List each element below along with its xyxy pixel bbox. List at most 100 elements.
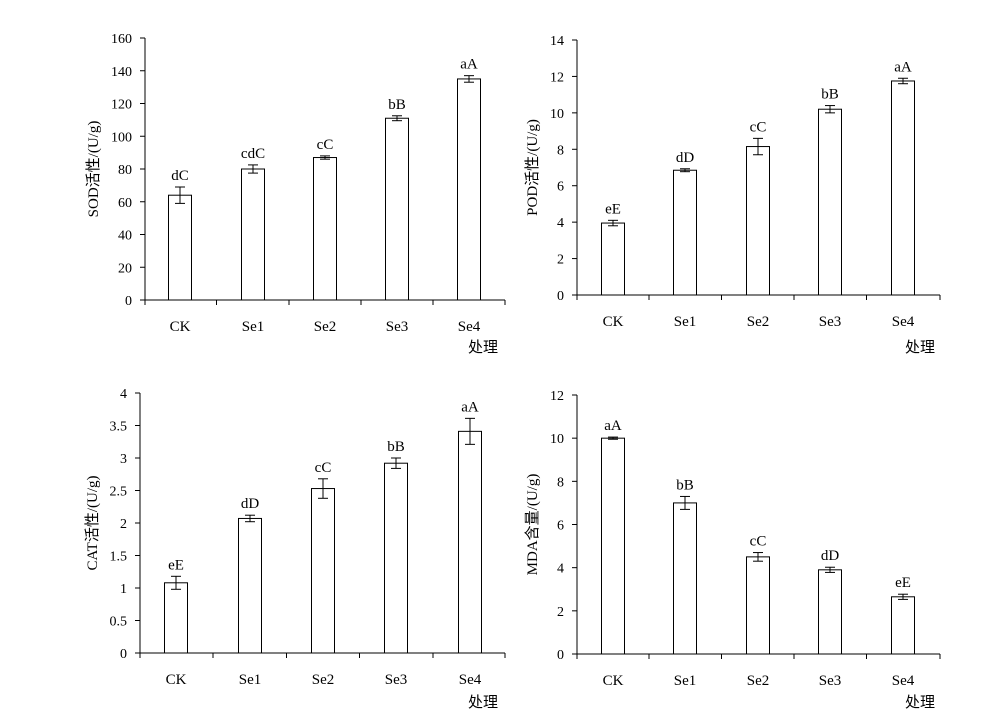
y-tick-label: 0 [125, 294, 132, 309]
y-tick-label: 140 [111, 65, 132, 80]
significance-label: aA [461, 399, 479, 415]
bar [601, 437, 625, 655]
significance-label: eE [605, 201, 621, 217]
bar [168, 194, 192, 301]
bar [891, 596, 915, 655]
mda-chart: 0 2 4 6 8 10 12 MDA含量/(U/g) aA CK bB Se1 cC Se2 dD Se3 e… [524, 389, 941, 711]
significance-label: eE [168, 557, 184, 573]
significance-label: aA [894, 59, 912, 75]
x-tick-label: Se3 [819, 314, 842, 330]
bar [818, 569, 842, 655]
y-tick-label: 2 [120, 517, 127, 532]
x-tick-label: Se1 [674, 314, 697, 330]
y-tick-label: 0 [120, 647, 127, 662]
bar [238, 517, 262, 654]
y-tick-label: 6 [557, 180, 564, 195]
x-tick-label: Se2 [312, 672, 335, 688]
significance-label: bB [388, 97, 406, 113]
y-tick-label: 6 [557, 519, 564, 534]
cat-chart: 0 0.5 1 1.5 2 2.5 3 3.5 4 CAT活性/(U/g) eE CK dD Se1 cC S… [84, 387, 506, 711]
y-tick-label: 160 [111, 32, 132, 47]
y-tick-label: 2 [557, 253, 564, 268]
significance-label: eE [895, 575, 911, 591]
y-tick-label: 0 [557, 289, 564, 304]
bar [241, 168, 265, 301]
significance-label: cC [750, 119, 767, 135]
bar [384, 462, 408, 654]
bar [458, 430, 482, 654]
significance-label: bB [676, 477, 694, 493]
x-tick-label: Se4 [892, 314, 915, 330]
x-tick-label: Se2 [747, 673, 770, 689]
x-tick-label: Se3 [819, 673, 842, 689]
bar [673, 502, 697, 655]
x-axis-label: 处理 [905, 339, 935, 356]
significance-label: cdC [241, 146, 265, 162]
significance-label: dD [676, 150, 695, 166]
significance-label: bB [387, 439, 405, 455]
y-tick-label: 0.5 [110, 615, 128, 630]
x-tick-label: Se4 [459, 672, 482, 688]
y-tick-label: 10 [550, 107, 564, 122]
x-axis-label: 处理 [468, 694, 498, 711]
x-tick-label: Se4 [892, 673, 915, 689]
y-tick-label: 0 [557, 648, 564, 663]
x-tick-label: Se1 [674, 673, 697, 689]
y-tick-label: 60 [118, 196, 132, 211]
x-tick-label: Se1 [242, 319, 265, 335]
sod-chart: 0 20 40 60 80 100 120 140 160 SOD活性/(U/g) dC CK cdC S… [85, 32, 506, 356]
bar [313, 157, 337, 301]
y-tick-label: 1 [120, 582, 127, 597]
bar [818, 108, 842, 296]
bar [746, 556, 770, 655]
bar [311, 488, 335, 654]
y-tick-label: 8 [557, 475, 564, 490]
y-tick-label: 4 [557, 562, 564, 577]
bar [673, 169, 697, 296]
y-axis-label: CAT活性/(U/g) [84, 475, 101, 570]
significance-label: cC [317, 137, 334, 153]
y-tick-label: 4 [120, 387, 127, 402]
y-tick-label: 2 [557, 605, 564, 620]
significance-label: aA [460, 57, 478, 73]
y-axis-label: POD活性/(U/g) [524, 119, 541, 216]
x-tick-label: Se1 [239, 672, 262, 688]
y-axis-label: MDA含量/(U/g) [524, 474, 541, 576]
significance-label: bB [821, 87, 839, 103]
y-tick-label: 120 [111, 98, 132, 113]
x-tick-label: CK [170, 319, 191, 335]
y-tick-label: 80 [118, 163, 132, 178]
x-tick-label: Se3 [386, 319, 409, 335]
x-tick-label: Se4 [458, 319, 481, 335]
pod-chart: 0 2 4 6 8 10 12 14 POD活性/(U/g) eE CK dD Se1 cC Se2 bB Se… [524, 34, 941, 356]
y-tick-label: 40 [118, 229, 132, 244]
y-tick-label: 14 [550, 34, 564, 49]
bar [601, 222, 625, 296]
y-tick-label: 100 [111, 130, 132, 145]
y-tick-label: 3.5 [110, 420, 128, 435]
x-tick-label: Se2 [747, 314, 770, 330]
significance-label: dD [241, 496, 260, 512]
y-tick-label: 2.5 [110, 485, 128, 500]
x-tick-label: CK [603, 673, 624, 689]
y-tick-label: 3 [120, 452, 127, 467]
x-axis-label: 处理 [468, 339, 498, 356]
y-tick-label: 1.5 [110, 550, 128, 565]
bar [891, 80, 915, 296]
significance-label: cC [750, 534, 767, 550]
x-tick-label: Se2 [314, 319, 337, 335]
bar [746, 146, 770, 296]
y-tick-label: 12 [550, 70, 564, 85]
significance-label: dD [821, 548, 840, 564]
bar [164, 582, 188, 654]
significance-label: cC [315, 460, 332, 476]
y-tick-label: 4 [557, 216, 564, 231]
x-tick-label: CK [603, 314, 624, 330]
y-tick-label: 10 [550, 432, 564, 447]
x-axis-label: 处理 [905, 694, 935, 711]
y-tick-label: 20 [118, 261, 132, 276]
x-tick-label: CK [166, 672, 187, 688]
y-tick-label: 12 [550, 389, 564, 404]
bar [385, 117, 409, 301]
